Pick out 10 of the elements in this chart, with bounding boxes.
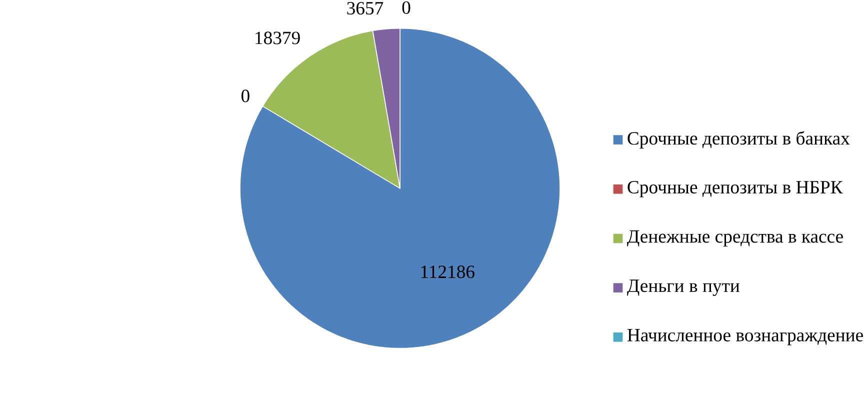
data-label: 3657 — [347, 2, 384, 14]
legend-label: Срочные депозиты в НБРК — [628, 180, 843, 198]
data-label: 18379 — [256, 32, 300, 44]
legend-label: Денежные средства в кассе — [627, 230, 843, 246]
text: 0 — [242, 90, 250, 102]
legend-label: Начисленное вознаграждение — [627, 328, 863, 346]
text: 0 — [402, 1, 410, 14]
legend-label: Срочные депозиты в банках — [628, 131, 850, 148]
data-label: 112186 — [421, 265, 474, 278]
legend-label: Деньги в пути — [627, 280, 740, 296]
